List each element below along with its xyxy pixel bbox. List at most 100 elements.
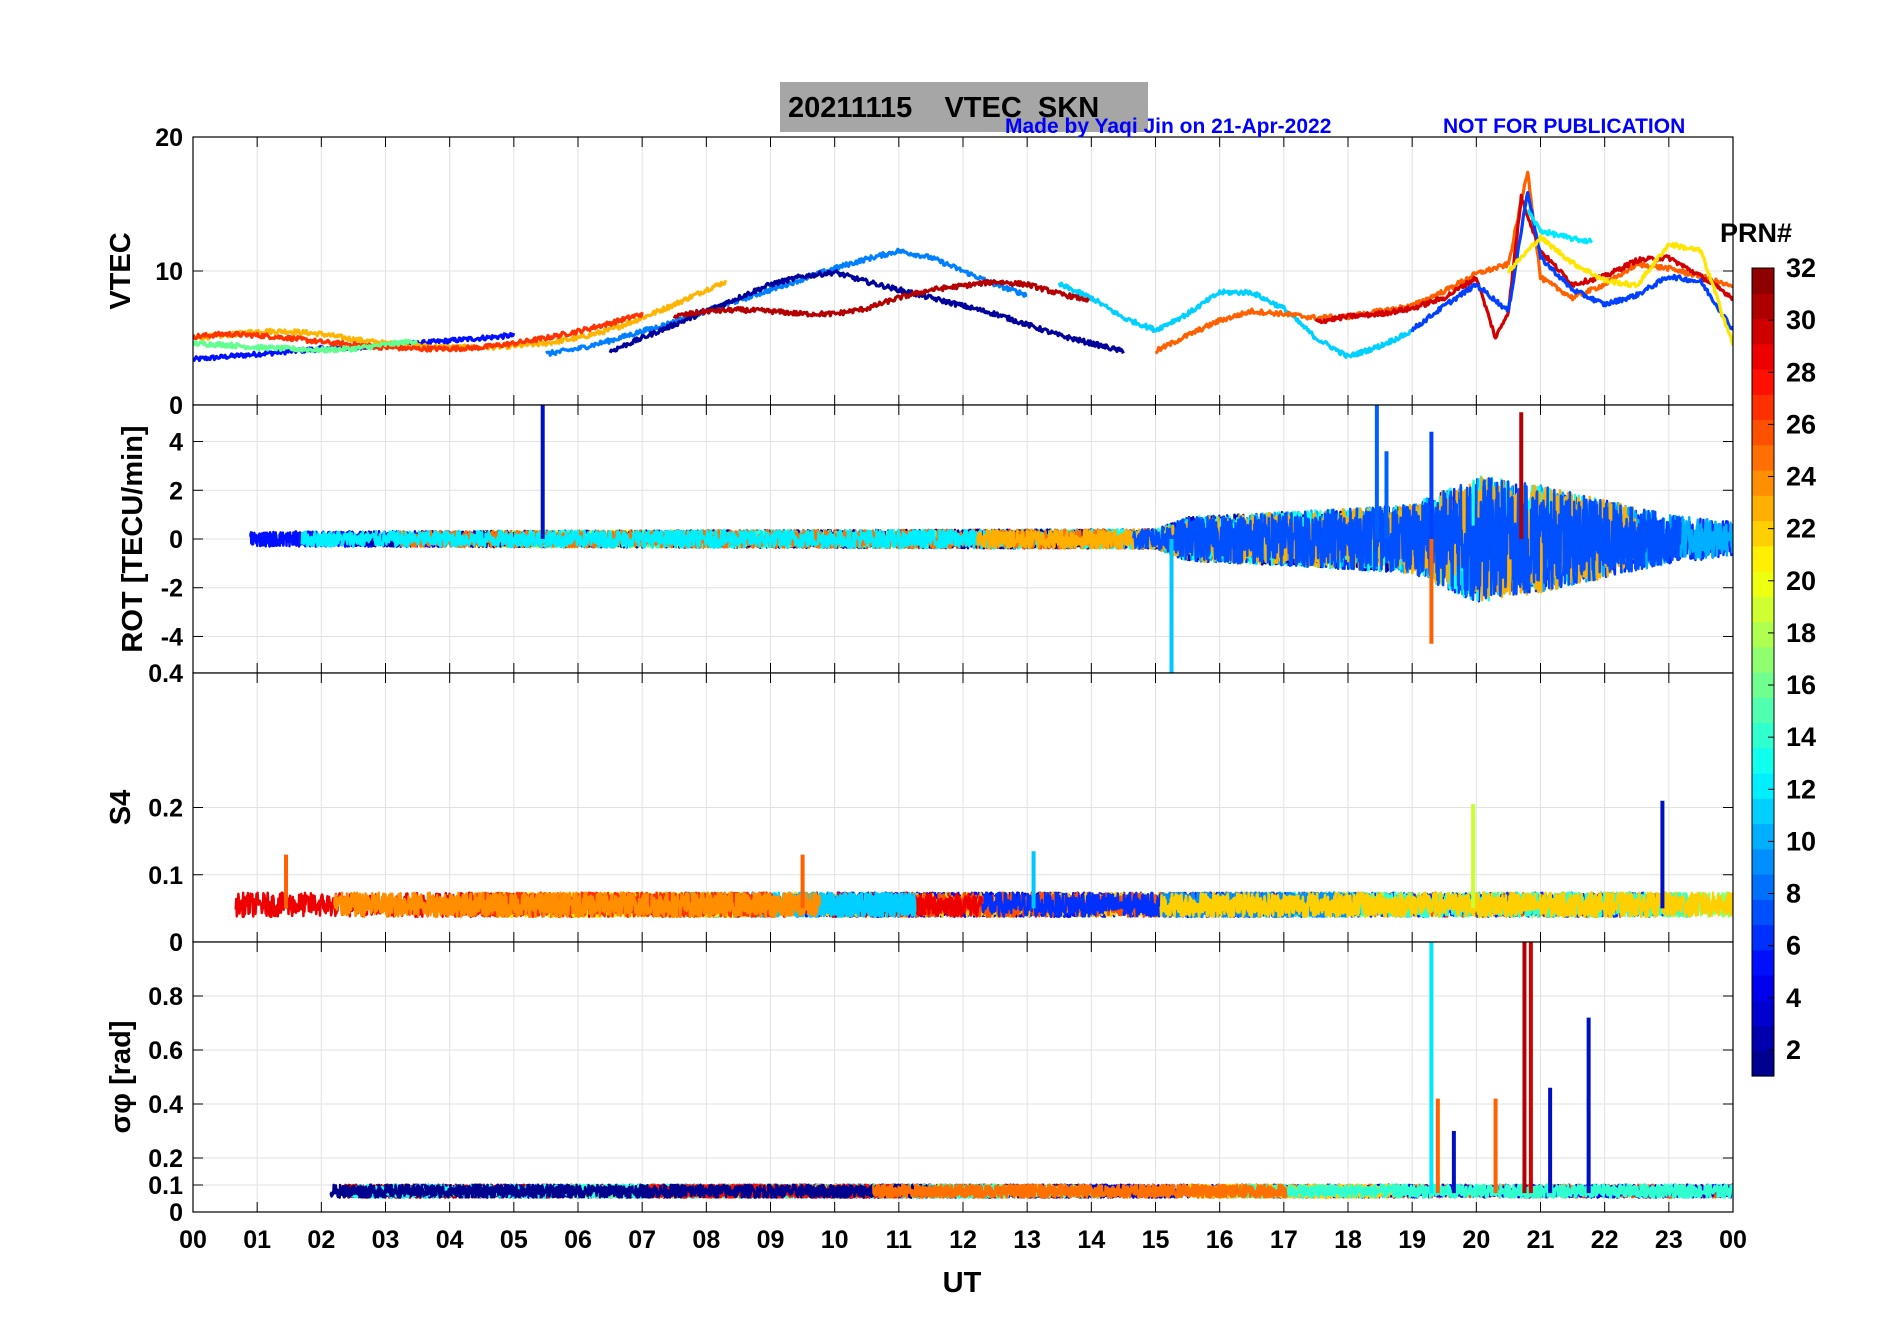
y-tick-label: 0.4 xyxy=(148,1091,183,1119)
colorbar-segment xyxy=(1752,975,1774,1001)
colorbar-tick-label: 26 xyxy=(1786,409,1816,439)
noise-trace xyxy=(1231,1183,1733,1199)
x-tick-label: 18 xyxy=(1334,1226,1362,1254)
colorbar-tick-label: 10 xyxy=(1786,826,1816,856)
colorbar-segment xyxy=(1752,444,1774,471)
colorbar-segment xyxy=(1752,293,1774,320)
colorbar-segment xyxy=(1752,823,1774,850)
panel-vtec: 0 10 20 VTEC xyxy=(105,124,1734,420)
colorbar-segment xyxy=(1752,545,1774,572)
panel-s4: 0 0.1 0.2 0.4 S4 xyxy=(105,660,1734,957)
x-tick-label: 09 xyxy=(757,1226,785,1254)
colorbar-tick-label: 20 xyxy=(1786,566,1816,596)
y-tick-label: 0 xyxy=(169,392,183,420)
colorbar-segment xyxy=(1752,899,1774,926)
x-tick-label: 16 xyxy=(1206,1226,1234,1254)
colorbar-tick-label: 4 xyxy=(1786,983,1801,1013)
x-tick-label: 15 xyxy=(1142,1226,1170,1254)
panel-plot-area xyxy=(193,170,1733,362)
x-tick-label: 21 xyxy=(1527,1226,1555,1254)
y-tick-label: 0 xyxy=(169,929,183,957)
noise-trace xyxy=(872,1183,1288,1199)
publication-notice: NOT FOR PUBLICATION xyxy=(1443,115,1686,138)
y-axis-label: ROT [TECU/min] xyxy=(117,425,149,652)
y-tick-label: 0.2 xyxy=(148,1145,183,1173)
x-axis-label: UT xyxy=(943,1267,982,1299)
colorbar-segment xyxy=(1752,949,1774,976)
vtec-series-prn-2 xyxy=(608,269,1125,355)
x-tick-label: 13 xyxy=(1013,1226,1041,1254)
y-axis-label: σφ [rad] xyxy=(105,1020,137,1133)
y-tick-label: 0.4 xyxy=(148,660,183,688)
y-tick-label: 0.8 xyxy=(148,983,183,1011)
y-tick-label: 0.1 xyxy=(148,862,183,890)
colorbar-tick-label: 2 xyxy=(1786,1035,1801,1065)
panel-plot-area xyxy=(234,800,1733,919)
y-tick-label: 20 xyxy=(155,124,183,152)
colorbar-segment xyxy=(1752,672,1774,698)
colorbar-segment xyxy=(1752,596,1774,623)
colorbar-tick-label: 24 xyxy=(1786,462,1816,492)
colorbar-tick-label: 32 xyxy=(1786,253,1816,283)
y-tick-label: 10 xyxy=(155,258,183,286)
x-tick-label: 02 xyxy=(307,1226,335,1254)
x-tick-label: 03 xyxy=(372,1226,400,1254)
colorbar-segment xyxy=(1752,924,1774,951)
x-tick-label: 00 xyxy=(179,1226,207,1254)
colorbar-tick-label: 12 xyxy=(1786,774,1816,804)
colorbar-label: PRN# xyxy=(1720,218,1793,248)
vtec-series-prn-22 xyxy=(193,279,728,352)
colorbar-segment xyxy=(1752,747,1774,774)
colorbar-segment xyxy=(1752,1025,1774,1052)
y-tick-label: -2 xyxy=(161,575,183,603)
y-axis-label: VTEC xyxy=(105,232,137,309)
colorbar-tick-label: 22 xyxy=(1786,514,1816,544)
colorbar-segment xyxy=(1752,470,1774,496)
colorbar-segment xyxy=(1752,419,1774,446)
colorbar-segment xyxy=(1752,773,1774,799)
y-tick-label: 0.2 xyxy=(148,795,183,823)
colorbar-segment xyxy=(1752,268,1774,294)
y-tick-label: 2 xyxy=(169,477,183,505)
x-tick-label: 01 xyxy=(243,1226,271,1254)
colorbar-tick-label: 28 xyxy=(1786,357,1816,387)
colorbar-segment xyxy=(1752,343,1774,370)
noise-trace xyxy=(300,528,997,550)
colorbar-frame xyxy=(1751,267,1775,1077)
title-box xyxy=(780,82,1148,132)
colorbar-segment xyxy=(1752,1000,1774,1027)
vtec-series-prn-28 xyxy=(193,311,644,353)
colorbar-segment xyxy=(1752,571,1774,597)
noise-trace xyxy=(333,891,822,919)
x-tick-label: 05 xyxy=(500,1226,528,1254)
vtec-series-prn-4 xyxy=(1410,191,1733,333)
vtec-series-prn-9 xyxy=(545,247,1028,357)
x-tick-label: 23 xyxy=(1655,1226,1683,1254)
x-tick-label: 20 xyxy=(1462,1226,1490,1254)
colorbar-segment xyxy=(1752,520,1774,547)
noise-trace xyxy=(1159,891,1733,919)
vtec-series-prn-12 xyxy=(1057,281,1414,359)
y-tick-label: 0.1 xyxy=(148,1172,183,1200)
colorbar-segment xyxy=(1752,697,1774,724)
colorbar-segment xyxy=(1752,495,1774,522)
y-tick-label: -4 xyxy=(161,623,183,651)
x-tick-label: 22 xyxy=(1591,1226,1619,1254)
vtec-series-prn-16 xyxy=(193,338,419,354)
x-tick-label: 19 xyxy=(1398,1226,1426,1254)
y-tick-label: 4 xyxy=(169,429,183,457)
x-tick-label: 04 xyxy=(436,1226,464,1254)
panel-rot: -4 -2 0 2 4 ROT [TECU/min] xyxy=(117,404,1734,674)
colorbar-tick-label: 8 xyxy=(1786,879,1801,909)
panel-plot-area xyxy=(249,405,1733,673)
colorbar-segment xyxy=(1752,394,1774,421)
x-tick-label: 10 xyxy=(821,1226,849,1254)
x-tick-label: 12 xyxy=(949,1226,977,1254)
panel-plot-area xyxy=(329,942,1733,1199)
colorbar-segment xyxy=(1752,646,1774,673)
colorbar-segment xyxy=(1752,1050,1774,1077)
colorbar-tick-label: 30 xyxy=(1786,305,1816,335)
x-tick-label: 11 xyxy=(886,1226,913,1254)
colorbar-tick-label: 6 xyxy=(1786,931,1801,961)
